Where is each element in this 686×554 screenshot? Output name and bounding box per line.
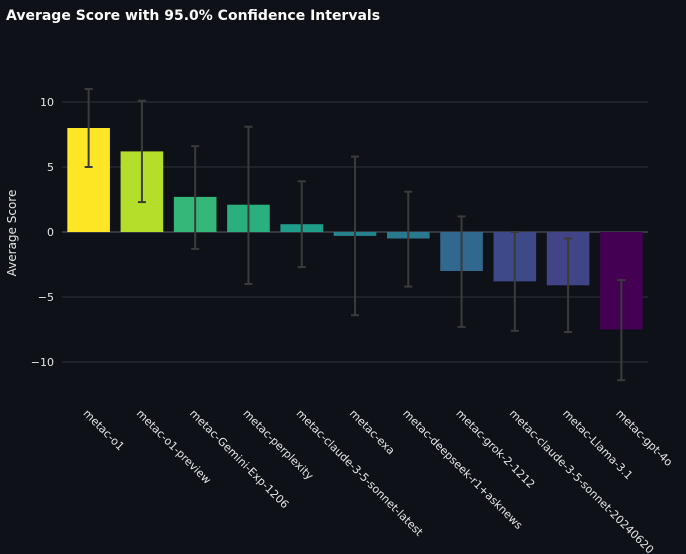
- x-tick-label: metac-o1: [81, 407, 127, 453]
- x-tick-label: metac-exa: [347, 407, 397, 457]
- y-tick-label: −10: [31, 356, 54, 369]
- x-axis-ticks: metac-o1 metac-o1-previewmetac-Gemini-Exp…: [81, 407, 676, 554]
- chart-title: Average Score with 95.0% Confidence Inte…: [6, 8, 381, 24]
- x-tick-label: metac-Gemini-Exp-1206: [187, 407, 291, 511]
- y-tick-label: 5: [47, 161, 54, 174]
- y-axis-ticks: 10 5 0 −5 −10: [31, 96, 54, 369]
- x-tick-label: metac-deepseek-r1+asknews: [400, 407, 525, 532]
- error-bars: [84, 88, 626, 382]
- y-axis-title: Average Score: [5, 190, 19, 277]
- y-tick-label: −5: [38, 291, 54, 304]
- y-tick-label: 0: [47, 226, 54, 239]
- y-tick-label: 10: [40, 96, 54, 109]
